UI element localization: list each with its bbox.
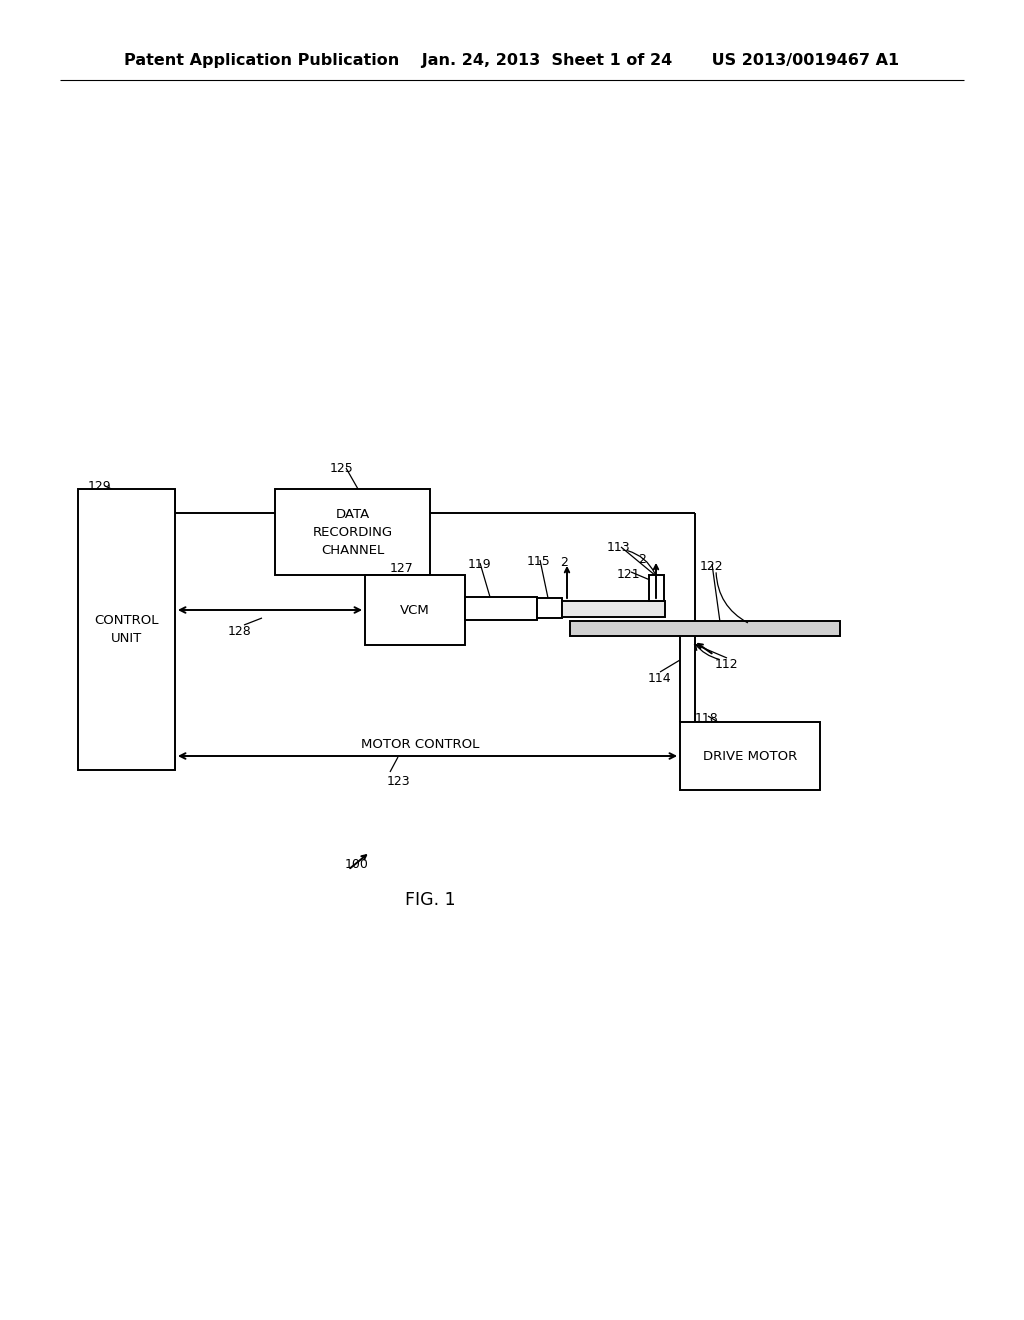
Text: 128: 128 — [228, 624, 252, 638]
Bar — [537, 598, 562, 618]
Text: 2: 2 — [560, 556, 568, 569]
Text: 122: 122 — [700, 560, 724, 573]
Bar — [275, 488, 430, 576]
Text: CONTROL
UNIT: CONTROL UNIT — [94, 614, 159, 645]
Bar — [365, 576, 465, 645]
Bar — [570, 620, 840, 636]
Text: VCM: VCM — [400, 603, 430, 616]
Text: 2: 2 — [638, 553, 646, 566]
Text: 112: 112 — [715, 657, 738, 671]
Text: 123: 123 — [387, 775, 411, 788]
Text: FIG. 1: FIG. 1 — [404, 891, 456, 909]
Text: DATA
RECORDING
CHANNEL: DATA RECORDING CHANNEL — [312, 507, 392, 557]
Text: 129: 129 — [88, 480, 112, 492]
Text: 119: 119 — [468, 558, 492, 572]
Text: 125: 125 — [330, 462, 353, 475]
Text: 114: 114 — [648, 672, 672, 685]
Text: 115: 115 — [527, 554, 551, 568]
Bar — [680, 722, 820, 789]
Text: DRIVE MOTOR: DRIVE MOTOR — [702, 750, 797, 763]
Text: MOTOR CONTROL: MOTOR CONTROL — [360, 738, 479, 751]
Bar — [649, 576, 664, 601]
Text: 118: 118 — [695, 711, 719, 725]
Text: Patent Application Publication    Jan. 24, 2013  Sheet 1 of 24       US 2013/001: Patent Application Publication Jan. 24, … — [125, 53, 899, 67]
Bar — [465, 597, 537, 620]
Text: 121: 121 — [617, 568, 641, 581]
Text: 127: 127 — [390, 562, 414, 576]
Bar — [562, 601, 665, 616]
Bar — [78, 488, 175, 770]
Text: 113: 113 — [607, 541, 631, 554]
Text: 100: 100 — [345, 858, 369, 871]
